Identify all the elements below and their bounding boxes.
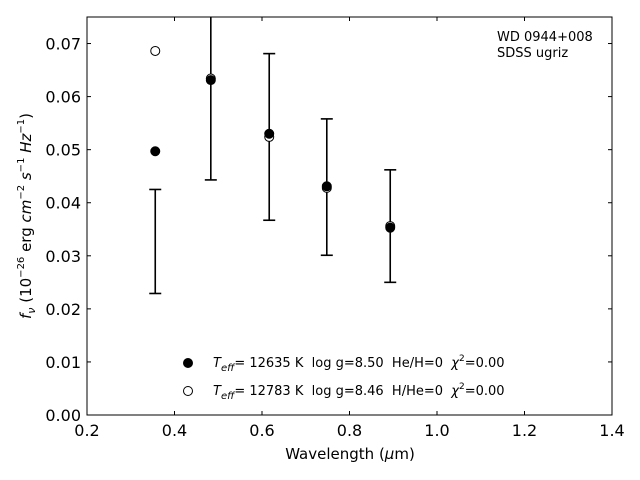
y-tick-label: 0.06: [45, 88, 81, 107]
h-model-point: [264, 128, 275, 139]
y-tick-label: 0.05: [45, 141, 81, 160]
he-model-point: [150, 45, 161, 56]
y-tick-label: 0.03: [45, 247, 81, 266]
x-axis-label: Wavelength (μm): [285, 445, 415, 463]
x-axis: 0.2 0.4 0.6 0.8 1.0 1.2 1.4: [74, 17, 625, 440]
legend: Teff= 12635 K log g=8.50 He/H=0 χ2=0.00 …: [183, 354, 505, 402]
x-tick-label: 0.6: [249, 421, 274, 440]
x-tick-label: 1.4: [599, 421, 624, 440]
y-tick-label: 0.04: [45, 194, 81, 213]
x-tick-label: 0.2: [74, 421, 99, 440]
h-model-point: [150, 146, 161, 157]
y-tick-label: 0.00: [45, 406, 81, 425]
h-model-point: [385, 222, 396, 233]
legend-entry-h-model: Teff= 12635 K log g=8.50 He/H=0 χ2=0.00: [213, 354, 505, 374]
y-tick-label: 0.02: [45, 300, 81, 319]
y-axis: 0.00 0.01 0.02 0.03 0.04 0.05 0.06 0.07: [45, 35, 612, 425]
legend-marker-filled: [183, 358, 193, 368]
legend-entry-he-model: Teff= 12783 K log g=8.46 H/He=0 χ2=0.00: [213, 382, 505, 402]
y-tick-label: 0.01: [45, 353, 81, 372]
x-tick-label: 1.2: [512, 421, 537, 440]
h-model-point: [321, 181, 332, 192]
annotation-object-name: WD 0944+008: [497, 30, 593, 45]
h-model-point: [205, 75, 216, 86]
y-axis-label: fν (10−26 erg cm−2 s−1 Hz−1): [16, 113, 38, 319]
y-tick-label: 0.07: [45, 35, 81, 54]
x-tick-label: 0.8: [337, 421, 362, 440]
x-tick-label: 1.0: [424, 421, 449, 440]
legend-marker-open: [183, 386, 193, 396]
x-tick-label: 0.4: [162, 421, 187, 440]
annotation-survey: SDSS ugriz: [497, 46, 568, 61]
plot-marks: [149, 17, 397, 295]
